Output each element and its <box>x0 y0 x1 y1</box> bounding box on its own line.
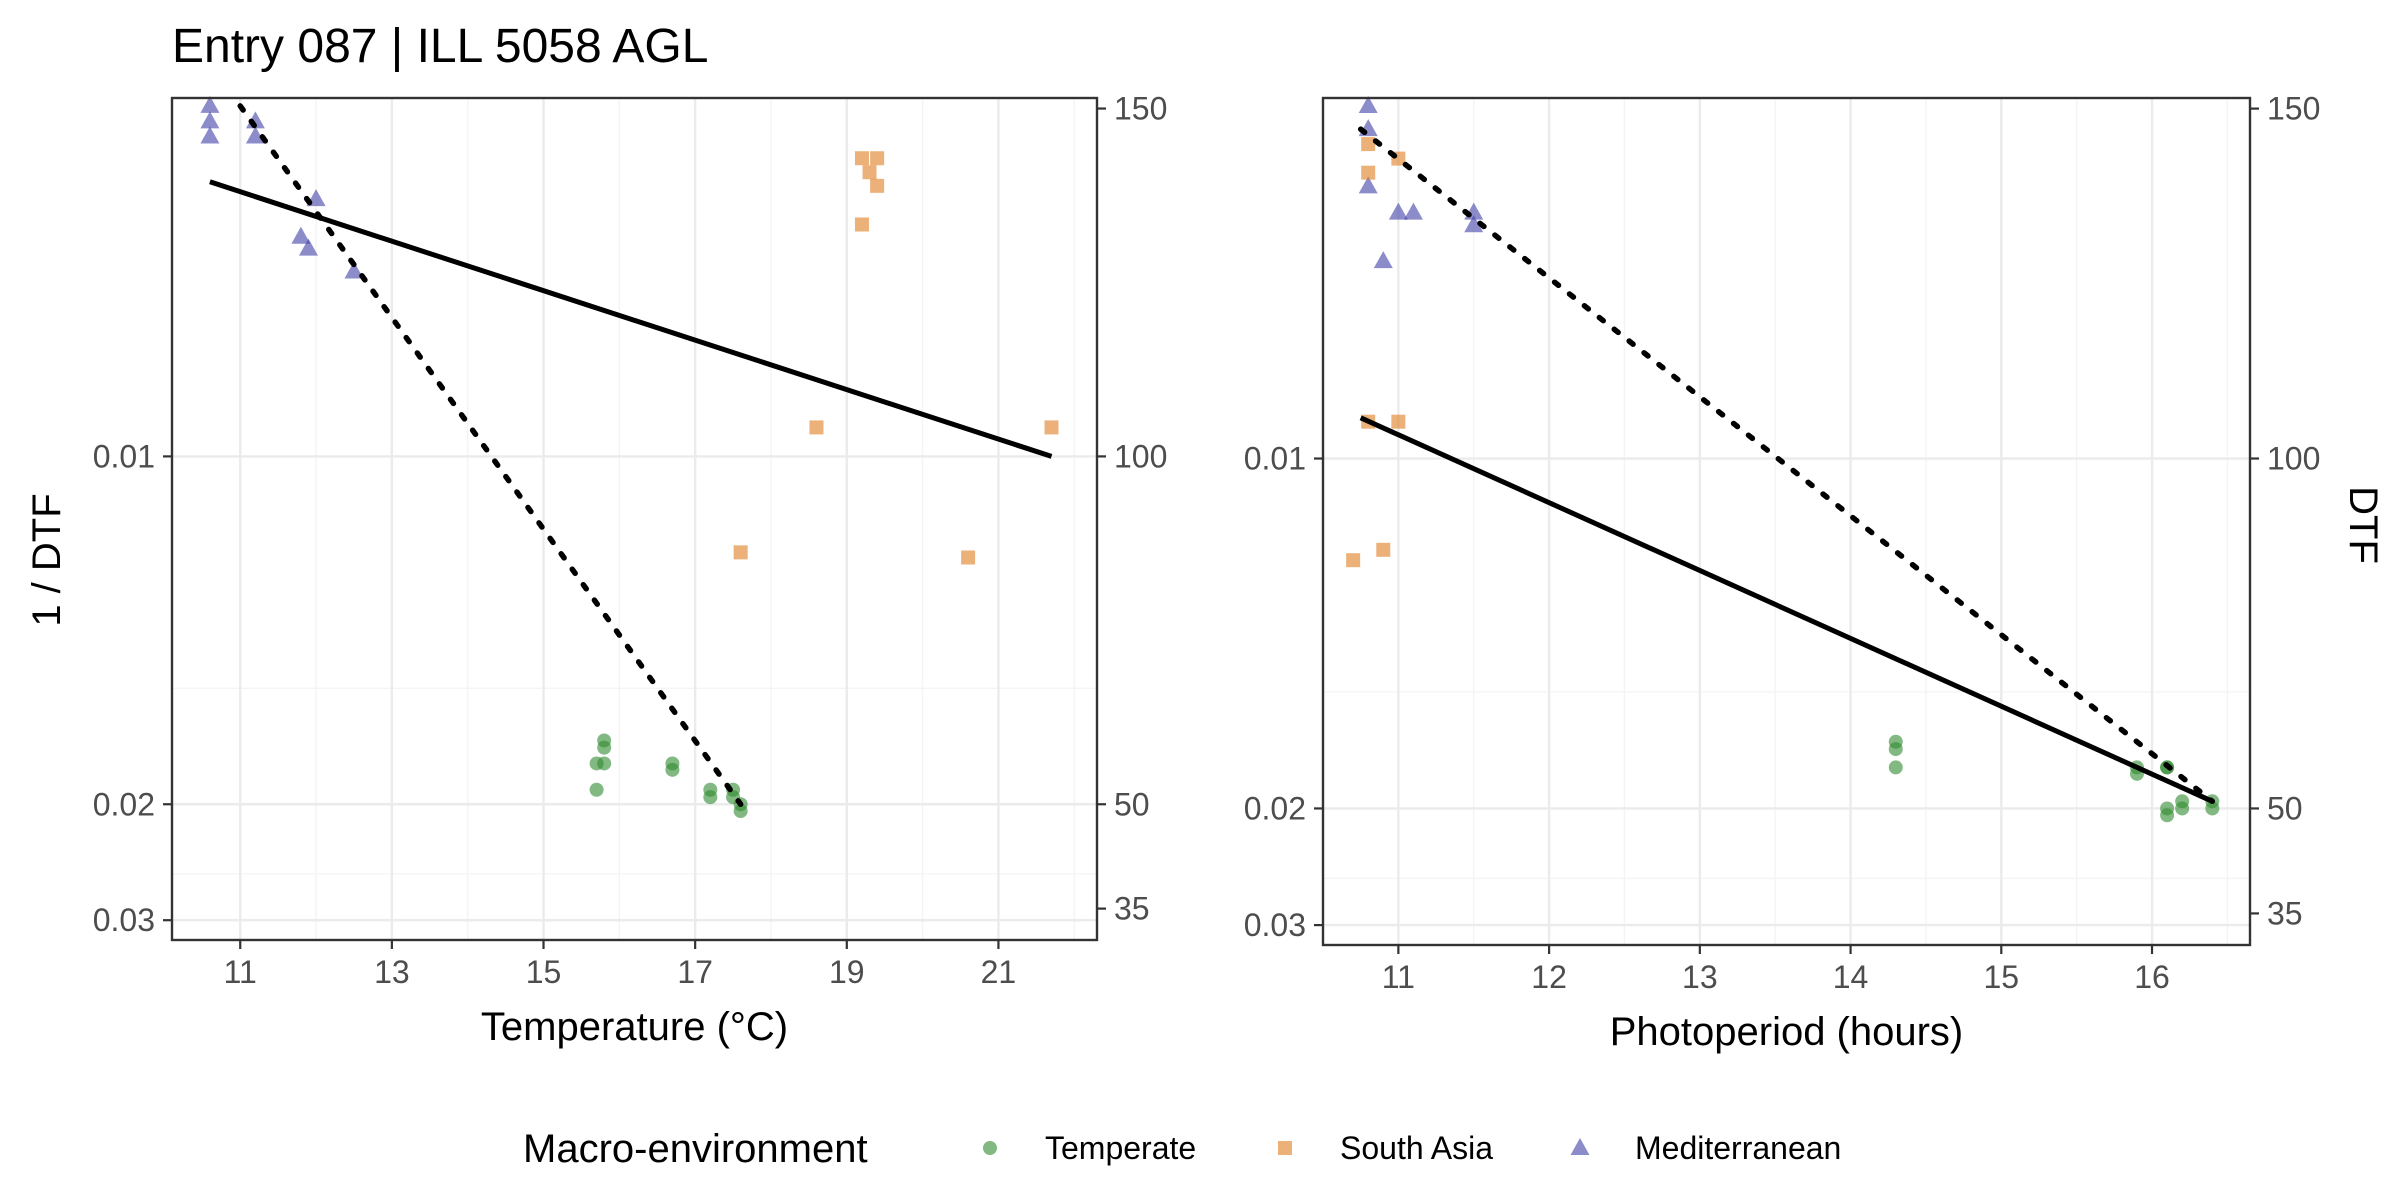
legend-key-temperate <box>983 1141 997 1155</box>
y-tick-label: 0.01 <box>93 438 155 474</box>
data-point-mediterranean <box>1358 95 1378 113</box>
panel-2: 11 12 13 14 15 16 Photoperiod (hours) 0.01 0.02 0… <box>1244 91 2321 1054</box>
data-point-south-asia <box>1376 542 1391 557</box>
data-point-mediterranean <box>200 126 220 144</box>
data-point-mediterranean <box>1373 251 1393 269</box>
y-axis-title-right: DTF <box>2341 486 2385 564</box>
data-point-south-asia <box>862 165 877 180</box>
legend-key-south-asia <box>1278 1141 1292 1155</box>
x-tick-label: 13 <box>374 954 410 990</box>
data-point-south-asia <box>961 550 976 565</box>
legend-key-mediterranean <box>1570 1138 1590 1155</box>
data-point-temperate <box>1888 742 1903 757</box>
x-tick-label: 13 <box>1682 959 1718 995</box>
data-point-temperate <box>2175 801 2190 816</box>
chart-title: Entry 087 | ILL 5058 AGL <box>172 20 708 73</box>
x-tick-label: 14 <box>1833 959 1869 995</box>
data-point-south-asia <box>1044 420 1059 435</box>
legend: Macro-environment Temperate South Asia Medi… <box>523 1127 1841 1171</box>
secondary-y-tick-label: 150 <box>2267 91 2320 127</box>
data-point-south-asia <box>733 545 748 560</box>
y-tick-label: 0.03 <box>93 902 155 938</box>
data-point-mediterranean <box>291 226 311 244</box>
data-point-temperate <box>2160 808 2175 823</box>
data-point-temperate <box>589 782 604 797</box>
data-point-mediterranean <box>1388 202 1408 220</box>
legend-label: Mediterranean <box>1635 1130 1841 1166</box>
panel-background <box>1323 98 2250 945</box>
y-axis-title-left: 1 / DTF <box>25 493 69 626</box>
y-tick-label: 0.02 <box>1244 790 1306 826</box>
x-tick-label: 15 <box>526 954 562 990</box>
x-tick-label: 11 <box>1382 959 1415 995</box>
data-point-temperate <box>733 804 748 819</box>
x-axis-title: Temperature (°C) <box>481 1005 788 1049</box>
y-tick-label: 0.01 <box>1244 441 1306 477</box>
data-point-mediterranean <box>1403 202 1423 220</box>
data-point-south-asia <box>854 217 869 232</box>
data-point-south-asia <box>854 151 869 166</box>
secondary-y-tick-label: 150 <box>1114 91 1167 127</box>
data-point-temperate <box>2205 801 2220 816</box>
data-point-temperate <box>1888 760 1903 775</box>
data-point-south-asia <box>1346 553 1361 568</box>
data-point-mediterranean <box>245 126 265 144</box>
panel-border <box>1321 96 2252 947</box>
panel-background <box>172 98 1097 940</box>
data-point-south-asia <box>809 420 824 435</box>
legend-title: Macro-environment <box>523 1127 868 1171</box>
secondary-y-tick-label: 100 <box>2267 441 2320 477</box>
x-tick-label: 21 <box>981 954 1017 990</box>
secondary-y-tick-label: 50 <box>2267 790 2303 826</box>
y-tick-label: 0.03 <box>1244 907 1306 943</box>
data-point-mediterranean <box>200 111 220 129</box>
legend-label: South Asia <box>1340 1130 1493 1166</box>
fit-line-solid <box>209 179 1053 459</box>
x-tick-label: 16 <box>2134 959 2170 995</box>
panel-border <box>170 96 1099 942</box>
data-point-south-asia <box>1361 137 1376 152</box>
panel-1: 11 13 15 17 19 21 Temperature (°C) 0.01 0.02 0.03… <box>93 91 1168 1049</box>
secondary-y-tick-label: 35 <box>2267 895 2303 931</box>
data-point-mediterranean <box>298 238 318 256</box>
x-tick-label: 15 <box>1983 959 2019 995</box>
data-point-mediterranean <box>1464 215 1484 233</box>
data-point-south-asia <box>1391 414 1406 429</box>
secondary-y-tick-label: 35 <box>1114 891 1150 927</box>
data-point-south-asia <box>870 151 885 166</box>
data-point-mediterranean <box>200 95 220 113</box>
y-tick-label: 0.02 <box>93 786 155 822</box>
x-tick-label: 12 <box>1531 959 1567 995</box>
data-point-temperate <box>597 756 612 771</box>
data-point-temperate <box>597 733 612 748</box>
fit-line-solid <box>1359 415 2214 804</box>
data-point-temperate <box>665 762 680 777</box>
x-tick-label: 17 <box>677 954 713 990</box>
data-point-south-asia <box>1361 165 1376 180</box>
x-axis-title: Photoperiod (hours) <box>1610 1010 1964 1054</box>
x-tick-label: 11 <box>224 954 257 990</box>
secondary-y-tick-label: 50 <box>1114 786 1150 822</box>
x-tick-label: 19 <box>829 954 865 990</box>
data-point-temperate <box>703 790 718 805</box>
legend-label: Temperate <box>1045 1130 1196 1166</box>
data-point-mediterranean <box>1358 176 1378 194</box>
secondary-y-tick-label: 100 <box>1114 438 1167 474</box>
data-point-south-asia <box>870 178 885 193</box>
data-point-mediterranean <box>344 261 364 279</box>
